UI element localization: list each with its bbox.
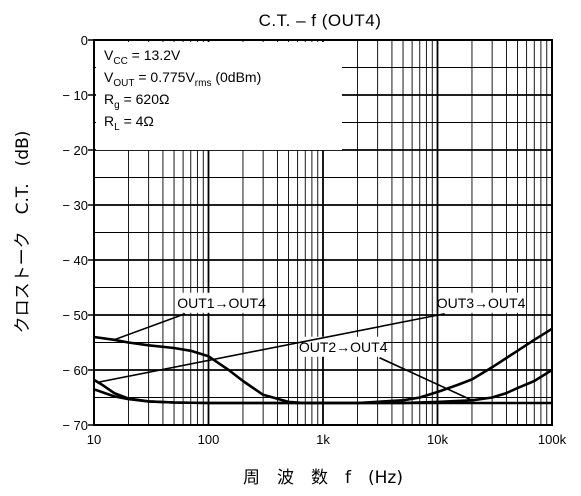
series-annotations: OUT1→OUT4 OUT2→OUT4 OUT3→OUT4: [98, 292, 526, 401]
annotation-leader: [379, 357, 473, 401]
series-group: [93, 327, 553, 405]
y-axis-label: クロストーク C.T. (dB): [13, 131, 33, 334]
annotation-leader: [113, 312, 186, 341]
conditions-box: [96, 42, 342, 150]
x-tick-label: 100k: [538, 432, 567, 447]
condition-line: VCC = 13.2V: [104, 47, 181, 67]
y-tick-label: − 40: [62, 253, 88, 268]
y-tick-label: − 10: [62, 88, 88, 103]
x-tick-labels: 10 100 1k 10k 100k: [87, 432, 567, 447]
series-label: OUT1→OUT4: [177, 295, 266, 311]
condition-line: Rg = 620Ω: [104, 91, 169, 111]
plot-frame: [93, 39, 553, 426]
y-tick-labels: 0 − 10 − 20 − 30 − 40 − 50 − 60 − 70: [62, 33, 94, 433]
x-tick-label: 1k: [316, 432, 330, 447]
y-tick-label: 0: [81, 33, 88, 48]
series-line: [93, 327, 553, 405]
x-tick-label: 10: [87, 432, 101, 447]
series-label: OUT2→OUT4: [299, 339, 388, 355]
condition-line: VOUT = 0.775Vrms (0dBm): [104, 69, 261, 89]
x-tick-label: 10k: [427, 432, 448, 447]
y-tick-label: − 20: [62, 143, 88, 158]
y-tick-label: − 30: [62, 198, 88, 213]
y-tick-label: − 60: [62, 363, 88, 378]
y-tick-label: − 70: [62, 418, 88, 433]
annotation-leader: [98, 312, 445, 383]
series-label: OUT3→OUT4: [437, 295, 526, 311]
annotation-background: [440, 292, 522, 313]
annotation-background: [181, 292, 262, 313]
condition-line: RL = 4Ω: [104, 113, 154, 133]
y-tick-label: − 50: [62, 308, 88, 323]
annotation-background: [302, 336, 384, 357]
chart-title: C.T. – f (OUT4): [259, 11, 382, 30]
x-axis-label: 周 波 数 f (Hz): [243, 468, 403, 488]
x-tick-label: 100: [198, 432, 220, 447]
